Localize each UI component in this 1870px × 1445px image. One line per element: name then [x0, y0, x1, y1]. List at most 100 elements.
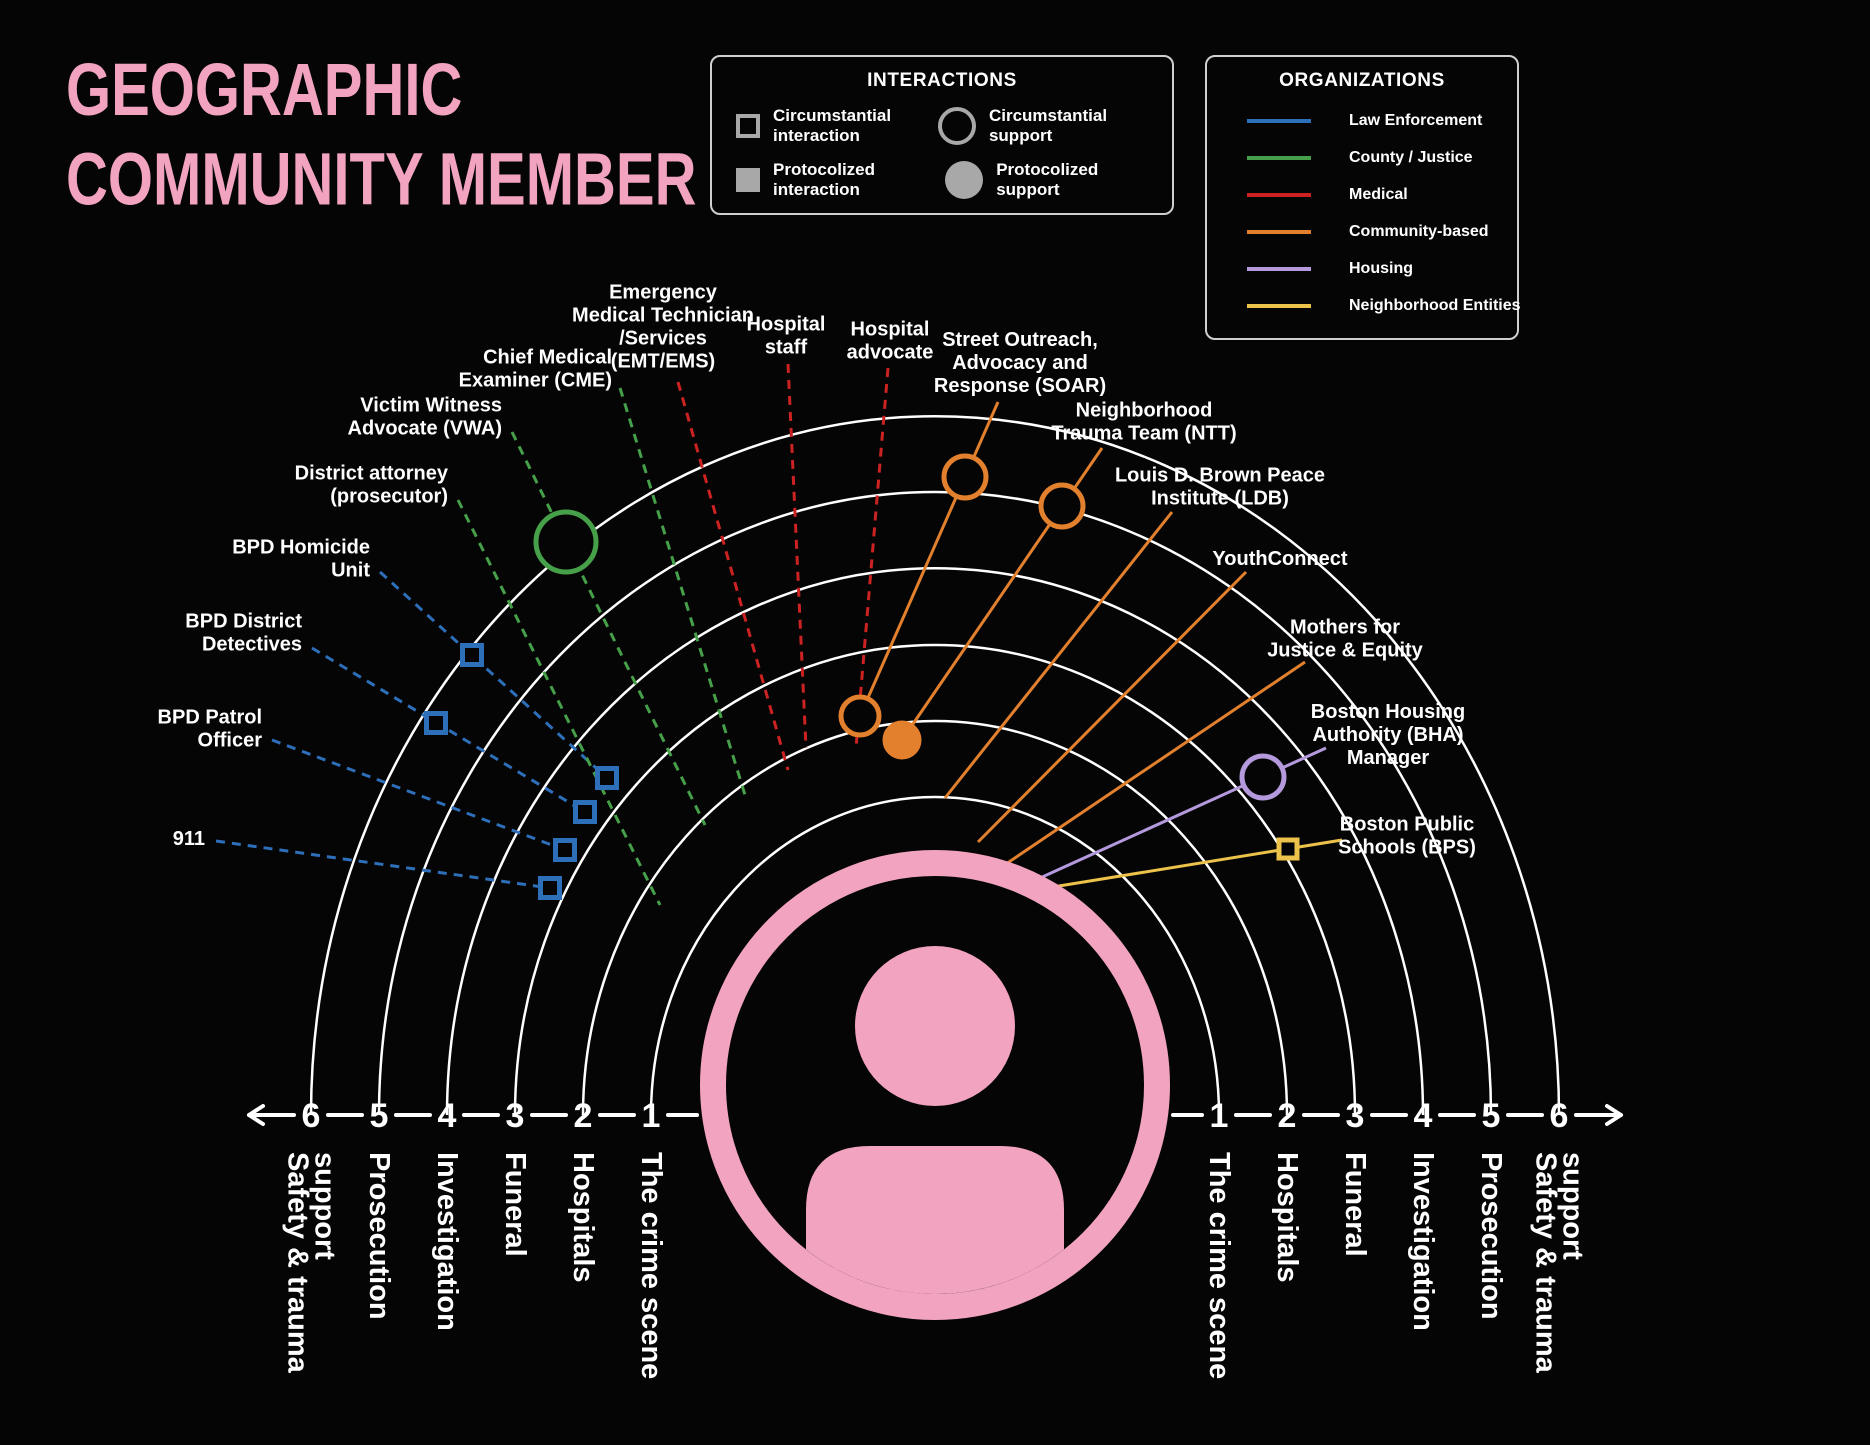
marker-circle-open-bha-manager — [1239, 753, 1287, 801]
legend-item-protocolized-interaction: Protocolized interaction — [736, 160, 945, 200]
entity-label-youthconnect: YouthConnect — [1212, 548, 1348, 570]
stage-label: The crime scene — [1203, 1152, 1235, 1379]
ring-arc-2 — [581, 719, 1289, 1116]
legend-item-county-justice: County / Justice — [1247, 139, 1507, 176]
stage-number: 2 — [574, 1097, 593, 1135]
entity-label-district-attorney: (prosecutor) — [330, 486, 448, 508]
legend-interactions: INTERACTIONS Circumstantial interaction … — [710, 55, 1174, 215]
org-color-line — [1247, 229, 1311, 234]
ring-arc-3 — [513, 643, 1357, 1116]
entity-label-soar: Response (SOAR) — [934, 375, 1106, 397]
org-color-line — [1247, 118, 1311, 123]
protocolized-support-icon — [945, 161, 984, 199]
marker-square-open-bps — [1276, 837, 1300, 861]
entity-label-louis-d-brown: Louis D. Brown Peace — [1115, 465, 1325, 487]
ring-arc-6 — [309, 414, 1561, 1116]
org-label: Community-based — [1349, 222, 1489, 240]
entity-line-hospital-staff — [786, 363, 808, 749]
entity-label-mothers-for-justice-equity: Mothers for — [1290, 617, 1400, 639]
person-icon-head — [855, 946, 1015, 1106]
entity-label-bpd-district-detectives: BPD District — [185, 611, 302, 633]
legend-item-circumstantial-support: Circumstantial support — [937, 106, 1148, 146]
entity-label-bha-manager: Boston Housing — [1311, 701, 1465, 723]
page-title: GEOGRAPHIC COMMUNITY MEMBER — [66, 46, 696, 224]
page-title-line-1: GEOGRAPHIC — [66, 48, 463, 132]
legend-item-community-based: Community-based — [1247, 213, 1507, 250]
entity-label-victim-witness-advocate: Advocate (VWA) — [348, 418, 502, 440]
stage-label: Safety & trauma — [282, 1152, 314, 1374]
legend-item-label: Circumstantial support — [988, 106, 1108, 145]
person-icon-shoulders — [806, 1146, 1064, 1294]
stage-label: Funeral — [499, 1152, 531, 1257]
stage-label: The crime scene — [635, 1152, 667, 1379]
entity-label-hospital-advocate: advocate — [847, 342, 934, 364]
legend-item-protocolized-support: Protocolized support — [945, 160, 1148, 200]
entity-label-mothers-for-justice-equity: Justice & Equity — [1267, 640, 1423, 662]
entity-label-district-attorney: District attorney — [295, 463, 449, 485]
stage-label: Prosecution — [1475, 1152, 1507, 1320]
circumstantial-support-icon — [937, 107, 976, 145]
legend-item-label: Protocolized support — [996, 160, 1099, 199]
ring-arc-4 — [445, 566, 1425, 1116]
page-title-line-2: COMMUNITY MEMBER — [66, 137, 697, 221]
entity-label-neighborhood-trauma-team: Neighborhood — [1076, 400, 1213, 422]
stage-label: support — [309, 1152, 341, 1260]
org-label: Neighborhood Entities — [1349, 296, 1521, 314]
entity-label-bpd-patrol-officer: BPD Patrol — [158, 707, 262, 729]
org-label: Medical — [1349, 185, 1408, 203]
legend-item-law-enforcement: Law Enforcement — [1247, 102, 1507, 139]
stage-label: Prosecution — [363, 1152, 395, 1320]
legend-interactions-row-2: Protocolized interaction Protocolized su… — [736, 160, 1148, 200]
org-label: County / Justice — [1349, 148, 1473, 166]
stage-label: support — [1557, 1152, 1589, 1260]
entity-label-bpd-homicide-unit: BPD Homicide — [232, 537, 370, 559]
stage-number: 1 — [1210, 1097, 1229, 1135]
stage-label: Investigation — [1407, 1152, 1439, 1331]
marker-circle-open-soar — [838, 694, 882, 738]
entity-label-bpd-homicide-unit: Unit — [331, 560, 370, 582]
legend-item-label: Protocolized interaction — [773, 160, 876, 199]
stage-number: 5 — [370, 1097, 389, 1135]
entity-label-emt-ems: Medical Technician — [572, 305, 754, 327]
baseline-arrow-right — [1605, 1113, 1623, 1126]
entity-line-victim-witness-advocate — [510, 431, 707, 826]
org-label: Housing — [1349, 259, 1413, 277]
stage-number: 4 — [1414, 1097, 1433, 1135]
entity-label-hospital-staff: staff — [765, 337, 808, 359]
entity-label-bpd-district-detectives: Detectives — [202, 634, 302, 656]
stage-number: 6 — [302, 1097, 321, 1135]
org-color-line — [1247, 266, 1311, 271]
entity-label-louis-d-brown: Institute (LDB) — [1151, 488, 1289, 510]
circumstantial-interaction-icon — [736, 114, 760, 138]
entity-label-emt-ems: /Services — [619, 328, 707, 350]
stage-number: 1 — [642, 1097, 661, 1135]
legend-item-medical: Medical — [1247, 176, 1507, 213]
entity-label-hospital-staff: Hospital — [747, 314, 826, 336]
entity-line-soar — [858, 401, 1000, 717]
entity-line-chief-medical-examiner — [618, 387, 747, 796]
org-color-line — [1247, 192, 1311, 197]
stage-number: 4 — [438, 1097, 457, 1135]
entity-label-emt-ems: Emergency — [609, 282, 718, 304]
entity-line-bpd-homicide-unit — [378, 570, 609, 780]
ring-arc-5 — [377, 490, 1493, 1116]
protocolized-interaction-icon — [736, 168, 760, 192]
entity-label-chief-medical-examiner: Examiner (CME) — [459, 370, 612, 392]
entity-line-district-attorney — [456, 499, 662, 906]
marker-circle-open-neighborhood-trauma-team — [1038, 482, 1086, 530]
legend-item-neighborhood-entities: Neighborhood Entities — [1247, 287, 1521, 324]
entity-label-hospital-advocate: Hospital — [851, 319, 930, 341]
org-color-line — [1247, 303, 1311, 308]
legend-organizations: ORGANIZATIONS Law Enforcement County / J… — [1205, 55, 1521, 340]
entity-label-soar: Advocacy and — [952, 352, 1088, 374]
stage-label: Funeral — [1339, 1152, 1371, 1257]
marker-square-open-bpd-district-detectives — [573, 800, 597, 824]
entity-line-emt-ems — [676, 381, 790, 771]
entity-label-chief-medical-examiner: Chief Medical — [483, 347, 612, 369]
entity-label-bha-manager: Authority (BHA) — [1312, 724, 1463, 746]
baseline-arrow-right — [1605, 1104, 1623, 1117]
marker-square-open-911 — [538, 876, 562, 900]
entity-label-bps: Schools (BPS) — [1338, 837, 1476, 859]
